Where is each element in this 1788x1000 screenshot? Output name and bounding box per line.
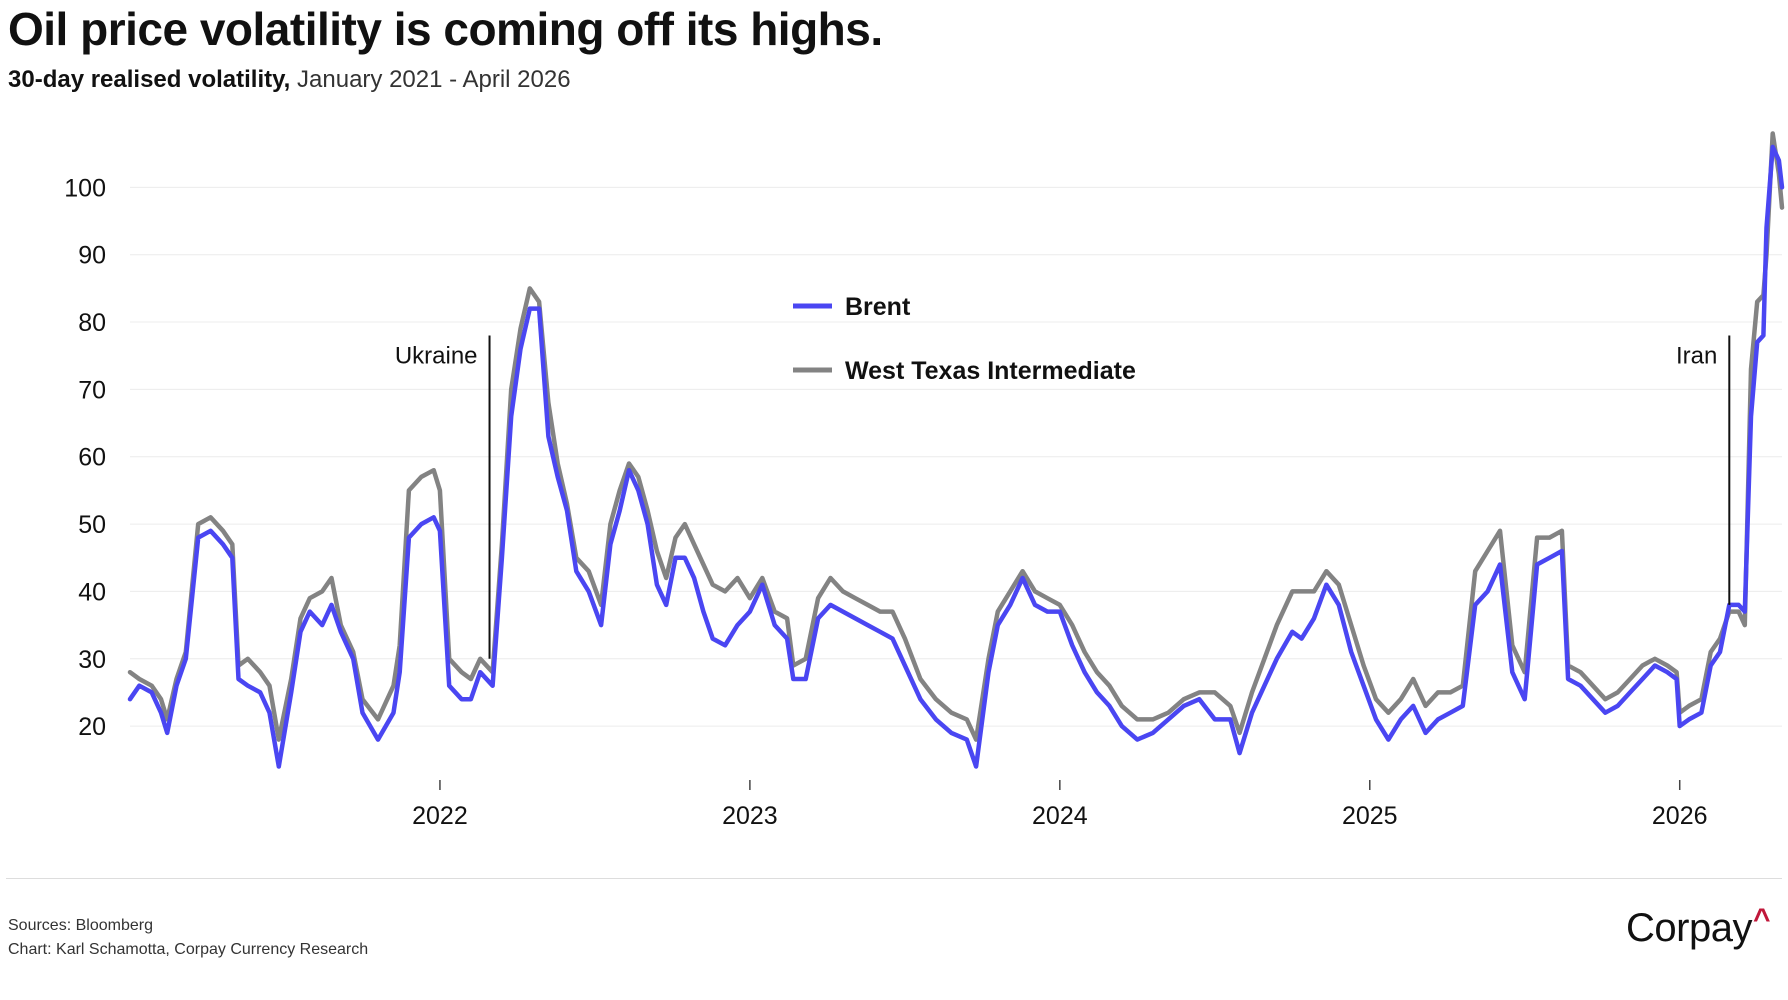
credit-text: Chart: Karl Schamotta, Corpay Currency R…	[8, 941, 369, 958]
y-tick-label-60: 60	[78, 444, 106, 472]
x-axis-ticks: 2022 2023 2024 2025 2026	[412, 780, 1708, 830]
x-tick-label-2024: 2024	[1032, 802, 1088, 830]
volatility-line-chart: 20 30 40 50 60 70 80 90 100 2022 2023 2024 2025 2026…	[64, 131, 1785, 830]
y-tick-label-100: 100	[64, 174, 106, 202]
footer-divider	[6, 878, 1782, 879]
brand-caret-icon: ^	[1752, 903, 1771, 936]
corpay-logo: Corpay^	[1626, 903, 1771, 951]
y-tick-label-40: 40	[78, 578, 106, 606]
x-tick-label-2023: 2023	[722, 802, 778, 830]
series-line-brent	[127, 144, 1785, 769]
x-tick-label-2022: 2022	[412, 802, 468, 830]
subtitle-metric: 30-day realised volatility,	[8, 66, 291, 93]
chart-subtitle: 30-day realised volatility, January 2021…	[8, 66, 571, 94]
legend-label-west-texas-intermediate: West Texas Intermediate	[845, 357, 1136, 385]
subtitle-range: January 2021 - April 2026	[290, 66, 571, 93]
series-lines	[127, 131, 1785, 769]
brand-name: Corpay	[1626, 906, 1752, 950]
y-axis-ticks: 20 30 40 50 60 70 80 90 100	[64, 174, 106, 741]
series-line-west-texas-intermediate	[127, 131, 1785, 742]
y-tick-label-90: 90	[78, 242, 106, 270]
footer-sources: Sources: Bloomberg Chart: Karl Schamotta…	[8, 914, 368, 962]
x-tick-label-2025: 2025	[1342, 802, 1398, 830]
sources-text: Sources: Bloomberg	[8, 917, 153, 934]
chart-title: Oil price volatility is coming off its h…	[8, 3, 883, 55]
y-tick-label-20: 20	[78, 713, 106, 741]
y-tick-label-80: 80	[78, 309, 106, 337]
gridlines	[130, 186, 1782, 727]
legend: Brent West Texas Intermediate	[793, 293, 1136, 385]
x-tick-label-2026: 2026	[1652, 802, 1708, 830]
event-annotations: Ukraine Iran	[395, 335, 1731, 659]
y-tick-label-30: 30	[78, 646, 106, 674]
annotation-label-iran: Iran	[1676, 343, 1717, 370]
y-tick-label-70: 70	[78, 376, 106, 404]
y-tick-label-50: 50	[78, 511, 106, 539]
annotation-label-ukraine: Ukraine	[395, 343, 478, 370]
legend-label-brent: Brent	[845, 293, 911, 321]
